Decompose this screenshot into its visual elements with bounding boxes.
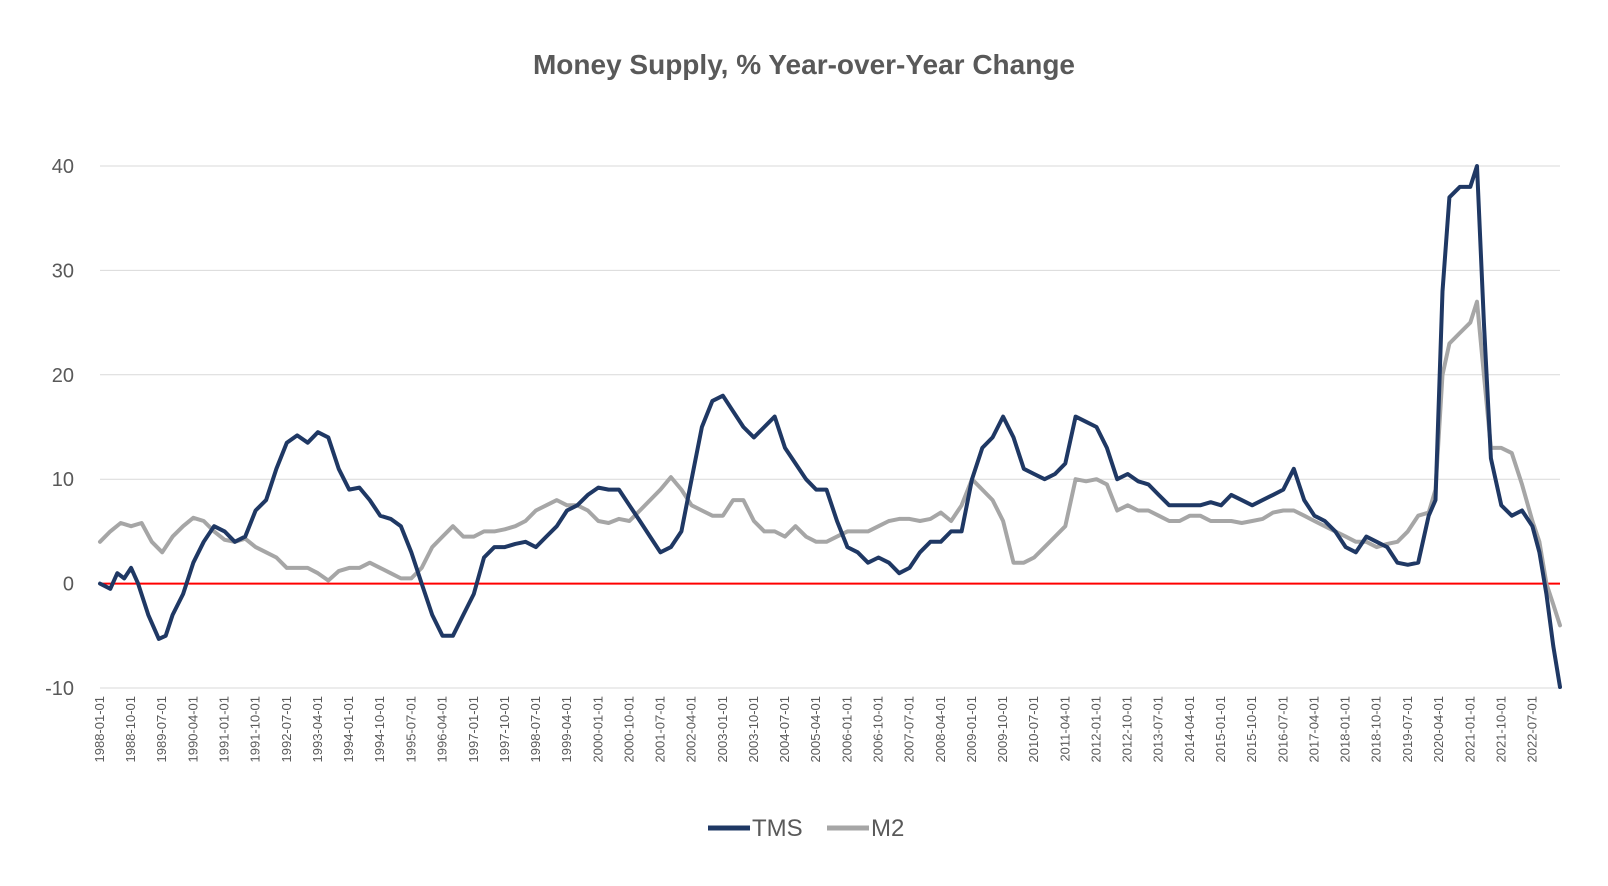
x-tick-label: 1991-01-01 [217,696,232,763]
x-tick-label: 2009-01-01 [964,696,979,763]
x-tick-label: 1999-04-01 [559,696,574,763]
x-tick-label: 2001-07-01 [652,696,667,763]
x-tick-label: 2009-10-01 [995,696,1010,763]
y-tick-label: 30 [52,260,74,282]
x-tick-label: 2002-04-01 [684,696,699,763]
x-tick-label: 1994-01-01 [341,696,356,763]
x-tick-label: 2020-04-01 [1431,696,1446,763]
x-axis-ticks: 1988-01-01 1988-10-01 1989-07-01 1990-04-01… [92,696,1539,763]
x-tick-label: 1988-01-01 [92,696,107,763]
x-tick-label: 2016-07-01 [1275,696,1290,763]
x-tick-label: 2000-01-01 [590,696,605,763]
x-tick-label: 2006-10-01 [871,696,886,763]
legend-label-m2: M2 [871,815,904,842]
x-tick-label: 2003-10-01 [746,696,761,763]
x-tick-label: 1994-10-01 [372,696,387,763]
x-tick-label: 1997-10-01 [497,696,512,763]
x-tick-label: 1990-04-01 [185,696,200,763]
x-tick-label: 2010-07-01 [1026,696,1041,763]
x-tick-label: 1993-04-01 [310,696,325,763]
x-tick-label: 1991-10-01 [248,696,263,763]
x-tick-label: 2015-01-01 [1213,696,1228,763]
x-tick-label: 1989-07-01 [154,696,169,763]
x-tick-label: 2017-04-01 [1306,696,1321,763]
x-tick-label: 2007-07-01 [902,696,917,763]
x-tick-label: 2006-01-01 [839,696,854,763]
x-tick-label: 2012-01-01 [1089,696,1104,763]
x-tick-label: 2022-07-01 [1524,696,1539,763]
y-axis-ticks: -10 0 10 20 30 40 [45,156,74,700]
legend: TMS M2 [708,815,904,842]
x-tick-label: 2018-01-01 [1338,696,1353,763]
x-tick-label: 2014-04-01 [1182,696,1197,763]
x-tick-label: 2015-10-01 [1244,696,1259,763]
y-tick-label: -10 [45,678,74,700]
x-tick-label: 1996-04-01 [435,696,450,763]
x-tick-label: 2021-10-01 [1493,696,1508,763]
x-tick-label: 2018-10-01 [1369,696,1384,763]
x-tick-label: 1997-01-01 [466,696,481,763]
x-tick-label: 2011-04-01 [1057,696,1072,762]
x-tick-label: 2005-04-01 [808,696,823,763]
x-tick-label: 1998-07-01 [528,696,543,763]
y-tick-label: 0 [63,574,74,596]
x-tick-label: 2003-01-01 [715,696,730,763]
x-tick-label: 1995-07-01 [403,696,418,763]
x-tick-label: 2008-04-01 [933,696,948,763]
x-tick-label: 2013-07-01 [1151,696,1166,763]
series-line-m2 [98,299,1562,628]
series-line-tms [98,164,1562,689]
chart-title: Money Supply, % Year-over-Year Change [533,49,1075,80]
x-tick-label: 1988-10-01 [123,696,138,763]
y-tick-label: 20 [52,365,74,387]
x-tick-label: 2019-07-01 [1400,696,1415,763]
x-tick-label: 2000-10-01 [621,696,636,763]
gridlines [100,165,1560,689]
x-tick-label: 2021-01-01 [1462,696,1477,763]
y-tick-label: 10 [52,469,74,491]
series-lines [98,164,1562,689]
x-tick-label: 1992-07-01 [279,696,294,763]
legend-label-tms: TMS [752,815,803,842]
y-tick-label: 40 [52,156,74,178]
x-tick-label: 2012-10-01 [1120,696,1135,763]
x-tick-label: 2004-07-01 [777,696,792,763]
